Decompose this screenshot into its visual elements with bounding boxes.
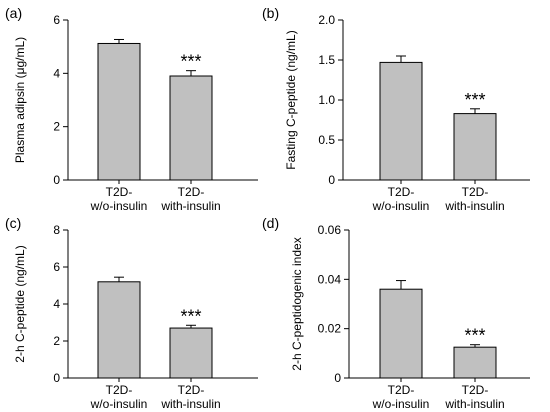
x-tick-label: T2D-	[106, 383, 133, 397]
y-axis-title: Plasma adipsin (μg/mL)	[13, 37, 27, 163]
y-tick-label: 0.06	[318, 223, 342, 237]
x-tick-label: w/o-insulin	[90, 397, 148, 411]
x-tick-label: with-insulin	[160, 199, 220, 213]
y-tick-label: 0	[328, 173, 335, 187]
y-tick-label: 8	[53, 223, 60, 237]
x-tick-label: w/o-insulin	[372, 397, 430, 411]
x-tick-label: T2D-	[388, 383, 415, 397]
y-tick-label: 6	[53, 260, 60, 274]
bar-2	[453, 113, 497, 181]
x-tick-label: with-insulin	[444, 397, 504, 411]
bar-1	[97, 42, 141, 181]
y-tick-label: 4	[53, 66, 60, 80]
y-tick-label: 6	[53, 13, 60, 27]
x-tick-label: T2D-	[178, 383, 205, 397]
x-tick-label: with-insulin	[160, 397, 220, 411]
bar-2	[169, 75, 213, 181]
bar-1	[379, 61, 423, 181]
significance-label: ***	[464, 326, 485, 346]
y-tick-label: 0	[53, 371, 60, 385]
x-tick-label: T2D-	[462, 383, 489, 397]
y-tick-label: 2	[53, 120, 60, 134]
x-tick-label: T2D-	[178, 185, 205, 199]
y-tick-label: 0.5	[318, 133, 335, 147]
y-tick-label: 2	[53, 334, 60, 348]
y-tick-label: 1.0	[318, 93, 335, 107]
y-axis-title: 2-h C-peptide (ng/mL)	[13, 245, 27, 362]
y-tick-label: 4	[53, 297, 60, 311]
y-tick-label: 0	[334, 371, 341, 385]
x-tick-label: T2D-	[106, 185, 133, 199]
y-axis-title: Fasting C-peptide (ng/mL)	[284, 30, 298, 169]
x-tick-label: w/o-insulin	[372, 199, 430, 213]
x-tick-label: with-insulin	[444, 199, 504, 213]
chart-panel-3: (c) 0 2 4 6 8 2-h C-peptide (ng/mL) T2D-w/o-ins…	[5, 215, 258, 411]
x-tick-label: T2D-	[388, 185, 415, 199]
x-tick-label: w/o-insulin	[90, 199, 148, 213]
y-tick-label: 0.04	[318, 272, 342, 286]
chart-panel-2: (b) 0 0.5 1.0 1.5 2.0 Fasting C-peptide (ng/mL…	[262, 5, 530, 213]
significance-label: ***	[464, 90, 485, 110]
y-axis-title: 2-h C-peptidogenic index	[290, 237, 304, 370]
panel-label: (d)	[262, 215, 279, 231]
chart-panel-4: (d) 0 0.02 0.04 0.06 2-h C-peptidogenic index…	[262, 215, 530, 411]
y-tick-label: 0.02	[318, 322, 342, 336]
panel-label: (a)	[5, 5, 22, 21]
bar-2	[453, 346, 497, 379]
bar-1	[379, 288, 423, 379]
x-tick-label: T2D-	[462, 185, 489, 199]
chart-panel-1: (a) 0 2 4 6 Plasma adipsin (μg/mL) T2D-w/o-ins…	[5, 5, 258, 213]
panel-label: (b)	[262, 5, 279, 21]
bar-1	[97, 281, 141, 379]
y-tick-label: 1.5	[318, 53, 335, 67]
bar-2	[169, 327, 213, 379]
y-tick-label: 0	[53, 173, 60, 187]
panel-label: (c)	[5, 215, 21, 231]
significance-label: ***	[180, 306, 201, 326]
y-tick-label: 2.0	[318, 13, 335, 27]
significance-label: ***	[180, 52, 201, 72]
